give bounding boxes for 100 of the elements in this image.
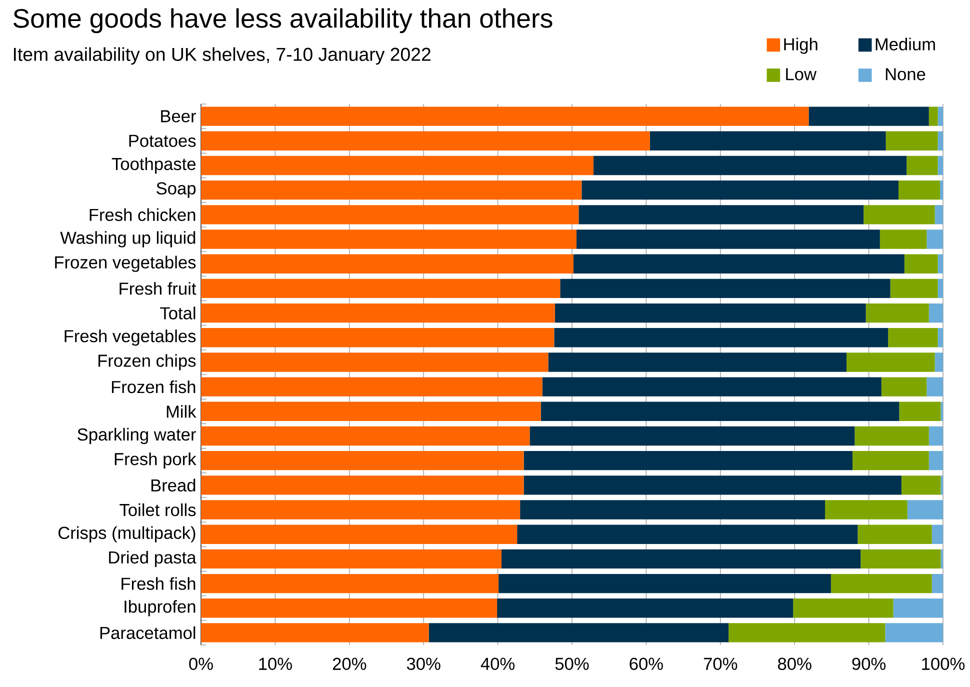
- y-tick-label: Bread: [151, 478, 196, 492]
- bar: [880, 230, 927, 249]
- bar: [201, 180, 582, 200]
- bar: [825, 500, 908, 520]
- bar: [502, 549, 861, 569]
- y-tick-label: Beer: [161, 110, 196, 122]
- y-tick-label: Fresh chicken: [90, 208, 196, 222]
- bar: [573, 254, 904, 274]
- bar: [854, 426, 929, 446]
- bar: [932, 574, 944, 594]
- x-tick-label: 90%: [852, 658, 886, 670]
- bar: [938, 278, 944, 298]
- bar: [893, 598, 944, 618]
- bar: [498, 574, 831, 594]
- bar: [201, 156, 594, 176]
- bar: [524, 450, 852, 470]
- bar: [201, 500, 520, 520]
- bar: [881, 377, 927, 396]
- bar: [554, 303, 866, 323]
- bar: [864, 205, 935, 224]
- y-tick-label: Potatoes: [129, 134, 196, 147]
- bar: [901, 476, 941, 495]
- bar: [201, 131, 650, 150]
- bar: [928, 426, 944, 446]
- y-tick-label: Toilet rolls: [120, 503, 196, 516]
- bar: [517, 524, 858, 544]
- y-tick-label: Frozen fish: [112, 380, 196, 394]
- x-tick-label: 60%: [630, 658, 663, 670]
- y-tick-label: Total: [160, 306, 196, 320]
- bar: [793, 598, 894, 618]
- bar: [928, 450, 944, 470]
- x-tick-label: 70%: [704, 658, 738, 670]
- y-tick-label: Ibuprofen: [124, 600, 196, 616]
- bar: [582, 180, 898, 200]
- bar: [907, 500, 944, 520]
- bar: [201, 254, 574, 274]
- bar: [576, 230, 880, 249]
- chart-subtitle: Item availability on UK shelves, 7-10 January 2022: [14, 47, 430, 65]
- bar: [938, 156, 944, 176]
- x-tick-label: 0%: [189, 658, 213, 670]
- bar: [940, 180, 944, 200]
- bar: [201, 476, 524, 495]
- bar: [888, 328, 938, 348]
- bar: [497, 598, 794, 618]
- bar: [578, 205, 864, 224]
- y-tick-label: Frozen chips: [98, 354, 196, 370]
- x-tick-label: 30%: [406, 658, 440, 670]
- bar: [938, 254, 944, 274]
- legend-label: None: [886, 68, 926, 80]
- bar: [934, 205, 944, 224]
- bar: [548, 352, 847, 372]
- bar: [520, 500, 826, 520]
- bar: [554, 328, 888, 348]
- y-tick-label: Fresh fruit: [120, 282, 196, 295]
- y-tick-label: Fresh pork: [114, 452, 196, 469]
- legend-label: Low: [786, 68, 817, 80]
- chart-title: Some goods have less availability than others: [13, 8, 552, 34]
- x-tick-label: 50%: [555, 658, 589, 670]
- bar: [201, 230, 576, 249]
- bar: [904, 254, 938, 274]
- y-tick-label: Crisps (multipack): [58, 526, 196, 542]
- y-tick-label: Dried pasta: [109, 550, 196, 568]
- bar: [926, 230, 944, 249]
- y-tick-label: Paracetamol: [100, 626, 196, 640]
- bar: [201, 524, 518, 544]
- bar: [938, 328, 944, 348]
- bar: [886, 131, 938, 150]
- x-tick-label: 20%: [332, 658, 366, 670]
- bar: [898, 180, 940, 200]
- bar: [201, 574, 499, 594]
- y-tick-label: Milk: [166, 405, 196, 418]
- bar: [201, 450, 524, 470]
- y-tick-label: Sparkling water: [78, 428, 196, 444]
- bar: [594, 156, 907, 176]
- bar: [201, 303, 555, 323]
- bar: [846, 352, 935, 372]
- bar: [650, 131, 886, 150]
- bar: [860, 549, 941, 569]
- x-tick-label: 100%: [922, 658, 965, 670]
- legend-label: High: [784, 38, 818, 54]
- bar: [540, 402, 900, 421]
- bar: [940, 476, 944, 495]
- bar: [928, 303, 944, 323]
- y-tick-label: Fresh vegetables: [64, 330, 196, 346]
- bar: [938, 131, 944, 150]
- bar: [932, 524, 944, 544]
- bar: [728, 623, 886, 642]
- x-tick-label: 80%: [778, 658, 812, 670]
- bar: [906, 156, 938, 176]
- bar: [201, 328, 554, 348]
- bar: [866, 303, 929, 323]
- bar: [428, 623, 729, 642]
- y-tick-label: Fresh fish: [122, 577, 196, 590]
- y-tick-label: Frozen vegetables: [55, 256, 196, 272]
- bar: [858, 524, 932, 544]
- bar: [201, 598, 498, 618]
- bar: [542, 377, 882, 396]
- x-tick-label: 10%: [259, 658, 292, 670]
- bar: [530, 426, 855, 446]
- bar: [885, 623, 944, 642]
